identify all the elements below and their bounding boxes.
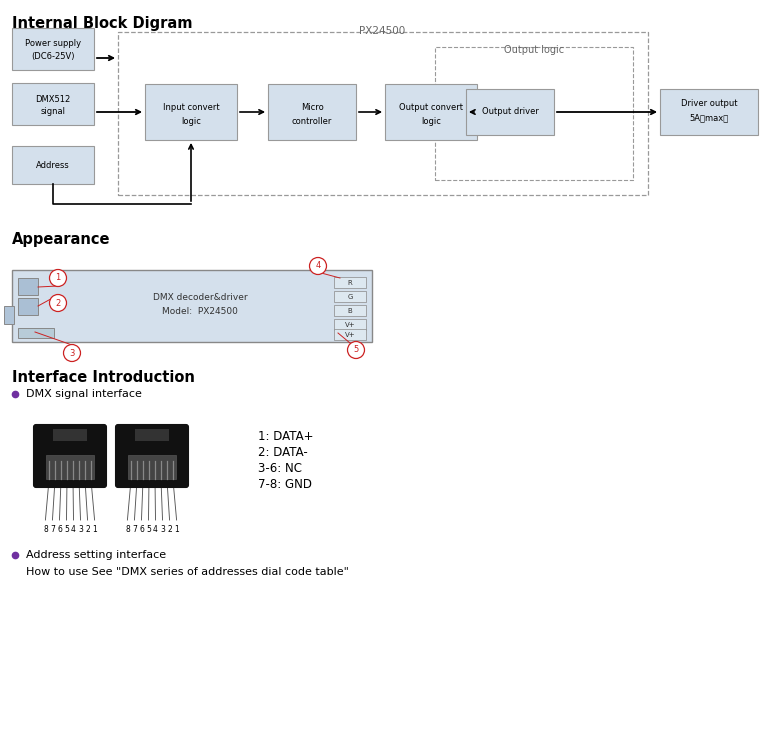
FancyBboxPatch shape (12, 28, 94, 70)
Text: Model:  PX24500: Model: PX24500 (162, 306, 238, 316)
Text: DMX decoder&driver: DMX decoder&driver (153, 292, 247, 302)
Text: Interface Introduction: Interface Introduction (12, 370, 195, 385)
Text: 2: 2 (56, 298, 61, 308)
Text: R: R (348, 280, 352, 286)
Text: Driver output: Driver output (681, 98, 737, 108)
Text: DMX512: DMX512 (35, 94, 71, 103)
FancyBboxPatch shape (18, 328, 54, 338)
Circle shape (348, 342, 365, 359)
Text: 1: 1 (56, 274, 61, 283)
Text: 5: 5 (64, 525, 69, 534)
Text: 3-6: NC: 3-6: NC (258, 462, 302, 475)
Text: 7: 7 (50, 525, 55, 534)
FancyBboxPatch shape (18, 278, 38, 295)
Text: Input convert: Input convert (163, 103, 219, 111)
Text: B: B (348, 308, 352, 314)
Circle shape (63, 345, 80, 362)
Text: How to use See "DMX series of addresses dial code table": How to use See "DMX series of addresses … (26, 567, 348, 577)
Text: G: G (347, 294, 352, 300)
Text: logic: logic (421, 117, 441, 125)
FancyBboxPatch shape (12, 270, 372, 342)
FancyBboxPatch shape (334, 319, 366, 330)
Circle shape (309, 258, 326, 275)
FancyBboxPatch shape (466, 89, 554, 135)
Text: 4: 4 (71, 525, 76, 534)
Text: 7: 7 (132, 525, 137, 534)
FancyBboxPatch shape (12, 146, 94, 184)
FancyBboxPatch shape (135, 429, 169, 441)
Text: 8: 8 (43, 525, 48, 534)
Text: 3: 3 (78, 525, 83, 534)
Text: Appearance: Appearance (12, 232, 110, 247)
FancyBboxPatch shape (660, 89, 758, 135)
FancyBboxPatch shape (116, 425, 188, 487)
Text: Micro: Micro (301, 103, 323, 111)
Circle shape (49, 294, 66, 311)
Text: Power supply: Power supply (25, 38, 81, 47)
Text: signal: signal (41, 108, 66, 117)
Text: PX24500: PX24500 (359, 26, 405, 36)
Text: Address setting interface: Address setting interface (26, 550, 166, 560)
FancyBboxPatch shape (4, 306, 14, 324)
FancyBboxPatch shape (334, 329, 366, 340)
Text: 1: DATA+: 1: DATA+ (258, 430, 314, 443)
FancyBboxPatch shape (127, 455, 177, 479)
FancyBboxPatch shape (334, 291, 366, 302)
FancyBboxPatch shape (18, 298, 38, 315)
FancyBboxPatch shape (53, 429, 87, 441)
FancyBboxPatch shape (45, 455, 95, 479)
Text: logic: logic (181, 117, 201, 125)
Text: 8: 8 (125, 525, 130, 534)
Text: 6: 6 (139, 525, 144, 534)
Text: 2: DATA-: 2: DATA- (258, 446, 308, 459)
Text: V+: V+ (345, 322, 355, 328)
FancyBboxPatch shape (145, 84, 237, 140)
Text: 7-8: GND: 7-8: GND (258, 478, 312, 491)
Text: (DC6-25V): (DC6-25V) (32, 52, 75, 61)
FancyBboxPatch shape (34, 425, 106, 487)
Text: 6: 6 (57, 525, 62, 534)
Text: 1: 1 (93, 525, 97, 534)
FancyBboxPatch shape (268, 84, 356, 140)
Text: 5: 5 (146, 525, 151, 534)
Text: DMX signal interface: DMX signal interface (26, 389, 142, 399)
Text: Internal Block Digram: Internal Block Digram (12, 16, 193, 31)
Circle shape (49, 269, 66, 286)
Text: 4: 4 (315, 261, 321, 271)
Text: Output convert: Output convert (399, 103, 463, 111)
Text: Output logic: Output logic (504, 45, 564, 55)
Text: 2: 2 (85, 525, 90, 534)
FancyBboxPatch shape (385, 84, 477, 140)
FancyBboxPatch shape (334, 277, 366, 288)
FancyBboxPatch shape (12, 83, 94, 125)
Text: 3: 3 (69, 348, 75, 357)
Text: 1: 1 (174, 525, 179, 534)
Text: controller: controller (291, 117, 332, 125)
Text: 2: 2 (167, 525, 172, 534)
Text: V+: V+ (345, 332, 355, 338)
Text: Address: Address (36, 160, 70, 170)
Text: 5A（max）: 5A（max） (689, 114, 729, 123)
Text: 5: 5 (353, 345, 359, 354)
Text: 3: 3 (160, 525, 165, 534)
Text: 4: 4 (153, 525, 158, 534)
Text: Output driver: Output driver (482, 108, 538, 117)
FancyBboxPatch shape (334, 305, 366, 316)
